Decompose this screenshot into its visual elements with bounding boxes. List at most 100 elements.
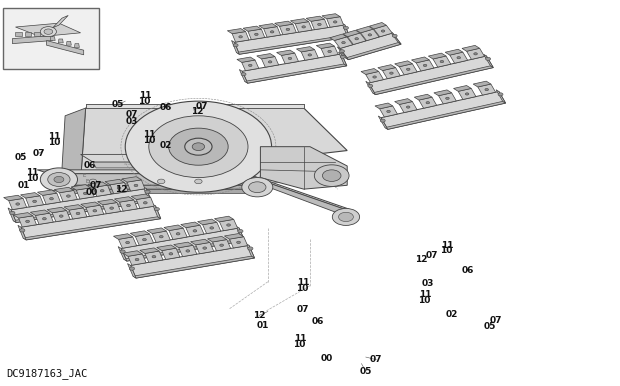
Polygon shape bbox=[378, 116, 388, 129]
Circle shape bbox=[44, 29, 53, 34]
Circle shape bbox=[270, 31, 274, 33]
Circle shape bbox=[342, 42, 345, 44]
Circle shape bbox=[195, 179, 202, 184]
Polygon shape bbox=[76, 188, 94, 199]
Polygon shape bbox=[419, 97, 436, 108]
Polygon shape bbox=[224, 234, 244, 239]
Polygon shape bbox=[58, 39, 63, 43]
Circle shape bbox=[457, 57, 461, 59]
Polygon shape bbox=[394, 99, 412, 105]
Polygon shape bbox=[74, 44, 79, 47]
Polygon shape bbox=[81, 154, 279, 162]
Polygon shape bbox=[473, 81, 491, 87]
Polygon shape bbox=[47, 207, 66, 213]
Polygon shape bbox=[203, 222, 221, 234]
Text: 07: 07 bbox=[490, 316, 502, 325]
Polygon shape bbox=[334, 37, 353, 48]
Circle shape bbox=[239, 36, 242, 38]
Polygon shape bbox=[295, 22, 312, 32]
Text: 12: 12 bbox=[253, 311, 265, 320]
Polygon shape bbox=[296, 47, 314, 52]
Polygon shape bbox=[213, 240, 231, 251]
Circle shape bbox=[154, 208, 159, 211]
Polygon shape bbox=[46, 41, 84, 55]
Polygon shape bbox=[103, 203, 121, 214]
Text: 06: 06 bbox=[84, 161, 96, 170]
Circle shape bbox=[83, 192, 87, 195]
Polygon shape bbox=[110, 183, 128, 194]
Polygon shape bbox=[25, 32, 31, 36]
Polygon shape bbox=[428, 53, 446, 59]
Text: 11: 11 bbox=[143, 130, 156, 139]
Text: 10: 10 bbox=[26, 174, 38, 183]
Polygon shape bbox=[115, 197, 134, 202]
Polygon shape bbox=[337, 47, 348, 59]
Circle shape bbox=[134, 184, 138, 186]
Polygon shape bbox=[93, 185, 111, 196]
Polygon shape bbox=[9, 198, 27, 210]
Text: 10: 10 bbox=[48, 137, 61, 147]
Text: 07: 07 bbox=[126, 110, 138, 119]
Polygon shape bbox=[438, 93, 456, 104]
Circle shape bbox=[387, 110, 391, 113]
Circle shape bbox=[117, 187, 121, 189]
Circle shape bbox=[389, 72, 393, 74]
Circle shape bbox=[93, 210, 97, 212]
Polygon shape bbox=[484, 54, 494, 68]
Text: 05: 05 bbox=[360, 367, 372, 376]
Text: C: C bbox=[73, 173, 76, 178]
Polygon shape bbox=[121, 228, 245, 261]
Polygon shape bbox=[356, 26, 373, 33]
Circle shape bbox=[159, 235, 163, 238]
Polygon shape bbox=[122, 177, 141, 182]
Text: 06: 06 bbox=[462, 266, 474, 275]
Circle shape bbox=[373, 76, 376, 78]
Polygon shape bbox=[50, 174, 254, 185]
Polygon shape bbox=[81, 108, 347, 181]
Polygon shape bbox=[385, 102, 505, 129]
Circle shape bbox=[33, 200, 37, 203]
Circle shape bbox=[40, 27, 56, 37]
Circle shape bbox=[60, 215, 63, 217]
Text: 12: 12 bbox=[115, 185, 127, 195]
Circle shape bbox=[126, 204, 130, 207]
Polygon shape bbox=[383, 68, 401, 79]
Polygon shape bbox=[264, 27, 281, 37]
Polygon shape bbox=[242, 54, 347, 83]
Polygon shape bbox=[64, 205, 83, 210]
Circle shape bbox=[368, 84, 373, 87]
Polygon shape bbox=[395, 61, 412, 67]
Polygon shape bbox=[19, 216, 37, 227]
Polygon shape bbox=[97, 199, 117, 205]
Polygon shape bbox=[445, 49, 463, 55]
Polygon shape bbox=[301, 50, 318, 60]
Circle shape bbox=[145, 190, 150, 193]
Text: 07: 07 bbox=[90, 181, 102, 190]
Polygon shape bbox=[366, 71, 384, 83]
Polygon shape bbox=[128, 254, 146, 265]
Polygon shape bbox=[450, 52, 467, 63]
Text: E: E bbox=[82, 173, 86, 178]
Polygon shape bbox=[434, 90, 451, 96]
Circle shape bbox=[343, 26, 348, 29]
Circle shape bbox=[227, 224, 231, 226]
Polygon shape bbox=[81, 202, 100, 207]
Circle shape bbox=[308, 54, 312, 56]
Text: 12: 12 bbox=[415, 255, 428, 264]
Text: 05: 05 bbox=[112, 100, 124, 110]
Circle shape bbox=[334, 21, 337, 23]
Polygon shape bbox=[143, 187, 151, 201]
Polygon shape bbox=[306, 16, 324, 21]
Polygon shape bbox=[321, 46, 338, 57]
Polygon shape bbox=[130, 231, 149, 237]
Circle shape bbox=[25, 220, 30, 223]
Polygon shape bbox=[379, 106, 397, 117]
Circle shape bbox=[380, 119, 385, 122]
Circle shape bbox=[242, 178, 273, 197]
Polygon shape bbox=[71, 185, 91, 190]
Circle shape bbox=[288, 57, 292, 59]
Polygon shape bbox=[169, 228, 187, 239]
Circle shape bbox=[203, 247, 206, 249]
Circle shape bbox=[407, 68, 410, 70]
Polygon shape bbox=[18, 225, 26, 240]
